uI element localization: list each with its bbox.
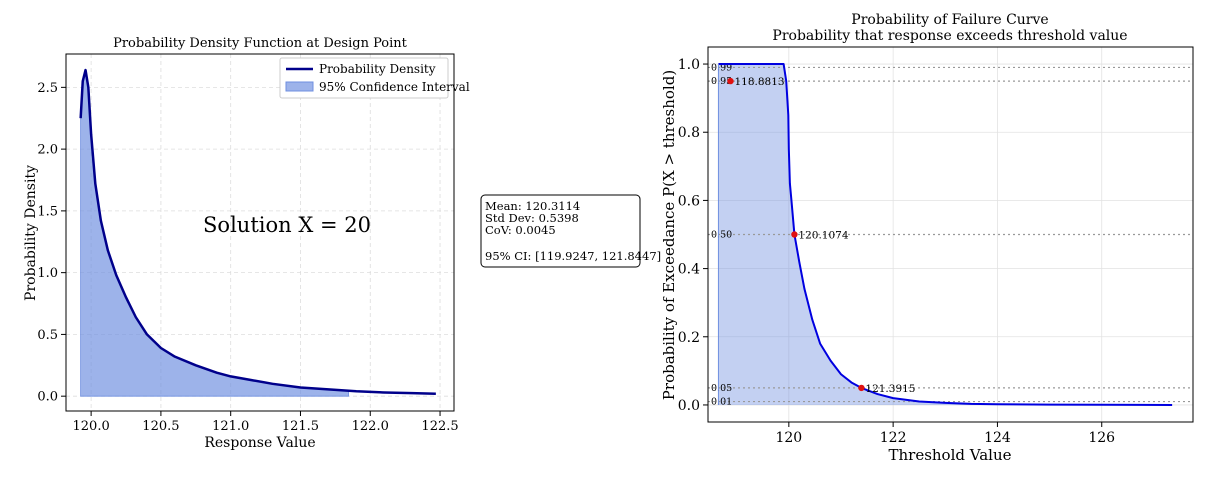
pdf-x-tick-label: 121.0 [212,419,249,434]
pof-reference-label: 0.01 [711,397,732,408]
pdf-x-tick-label: 122.5 [421,419,458,434]
pdf-y-tick-label: 2.0 [37,143,58,158]
pdf-plot-frame [65,53,455,412]
pof-chart: Probability of Failure Curve Probability… [660,12,1194,464]
pof-x-ticks: 120 122 124 126 [775,422,1115,446]
stats-box: Mean: 120.3114 Std Dev: 0.5398 CoV: 0.00… [480,194,661,268]
pdf-x-tick-label: 122.0 [352,419,389,434]
pof-marked-point [791,231,798,238]
pof-marked-point [727,77,734,85]
pof-marked-points: 118.8813 120.1074 121.3915 [727,76,916,395]
pof-y-ticks: 0.0 0.2 0.4 0.6 0.8 1.0 [678,57,708,414]
pof-x-tick-label: 120 [775,430,802,446]
pdf-y-tick-label: 1.0 [37,266,58,281]
pdf-chart: Probability Density Function at Design P… [23,36,470,451]
pdf-chart-title: Probability Density Function at Design P… [113,36,408,51]
pdf-density-line [79,68,436,395]
stats-cov: CoV: 0.0045 [485,223,556,237]
pof-y-tick-label: 0.8 [678,125,700,141]
pof-line-layer [717,63,1173,406]
pdf-y-tick-label: 2.5 [37,81,58,96]
stats-std-dev: Std Dev: 0.5398 [485,211,579,225]
legend-label-ci: 95% Confidence Interval [319,80,470,94]
pdf-x-tick-label: 120.0 [73,419,110,434]
pdf-legend-box [279,57,449,99]
pof-plot-frame [707,46,1194,423]
pof-y-tick-label: 1.0 [678,57,700,73]
pof-reference-label: 0.99 [711,62,732,73]
pof-y-axis-label: Probability of Exceedance P(X > threshol… [660,70,678,400]
pof-chart-title: Probability of Failure Curve [851,12,1048,28]
pof-area-fill [718,64,1173,405]
pdf-x-ticks: 120.0 120.5 121.0 121.5 122.0 122.5 [73,411,459,434]
pof-point-label: 120.1074 [798,230,848,242]
pdf-x-tick-label: 120.5 [142,419,179,434]
pof-y-tick-label: 0.4 [678,262,700,278]
pof-reference-lines: 0.99 0.95 0.50 0.05 0.01 [708,62,1193,408]
solution-annotation: Solution X = 20 [203,213,371,237]
pof-reference-label: 0.05 [711,383,732,394]
pof-reference-label: 0.95 [711,76,732,87]
pdf-line-layer [79,68,436,395]
pdf-y-tick-label: 1.5 [37,204,58,219]
pof-x-tick-label: 126 [1088,430,1115,446]
pof-point-label: 118.8813 [734,76,784,88]
legend-fill-swatch [285,81,314,92]
pdf-legend: Probability Density 95% Confidence Inter… [279,57,470,99]
stats-mean: Mean: 120.3114 [485,199,580,213]
pof-x-tick-label: 122 [880,430,907,446]
pdf-y-ticks: 0.0 0.5 1.0 1.5 2.0 2.5 [37,81,66,405]
pdf-y-tick-label: 0.5 [37,328,58,343]
pof-fill-layer [718,64,1173,405]
pof-reference-label: 0.50 [711,230,732,241]
pof-point-label: 121.3915 [865,383,915,395]
pof-x-tick-label: 124 [984,430,1011,446]
pof-y-tick-label: 0.2 [678,330,700,346]
pdf-y-axis-label: Probability Density [23,165,39,301]
pdf-x-axis-label: Response Value [204,435,315,451]
pof-chart-subtitle: Probability that response exceeds thresh… [772,28,1127,44]
pdf-x-tick-label: 121.5 [282,419,319,434]
stats-box-frame [480,194,641,268]
pof-x-axis-label: Threshold Value [888,446,1011,464]
pof-marked-point [858,384,865,392]
pdf-y-tick-label: 0.0 [37,390,58,405]
pof-exceedance-line [718,63,1173,406]
pof-y-tick-label: 0.6 [678,193,700,209]
legend-label-density: Probability Density [319,62,436,76]
stats-ci: 95% CI: [119.9247, 121.8447] [485,249,661,263]
pof-y-tick-label: 0.0 [678,398,700,414]
